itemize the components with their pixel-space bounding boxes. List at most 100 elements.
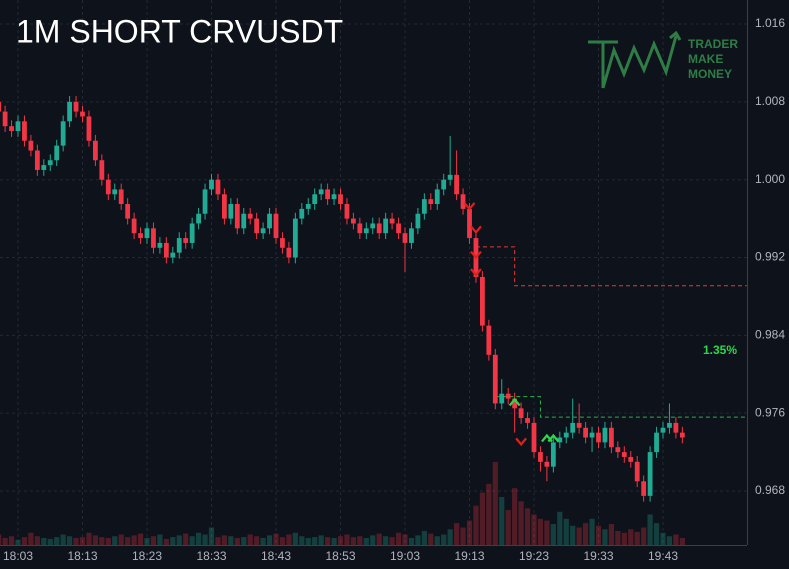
volume-bar — [318, 535, 324, 545]
volume-bar — [73, 538, 79, 545]
y-tick-label: 1.000 — [755, 172, 785, 186]
volume — [0, 462, 685, 545]
candle-body — [363, 228, 369, 234]
volume-bar — [615, 531, 621, 545]
candle-body — [222, 194, 227, 219]
volume-bar — [112, 536, 118, 545]
candle-body — [215, 179, 221, 195]
y-tick-label: 1.008 — [755, 94, 785, 108]
volume-bar — [150, 536, 157, 545]
volume-bar — [402, 534, 408, 545]
levels — [475, 246, 747, 418]
buy-signal — [508, 397, 521, 407]
volume-bar — [466, 520, 473, 545]
x-tick-label: 19:33 — [583, 549, 613, 563]
signals — [463, 202, 560, 447]
candle-body — [641, 481, 647, 496]
candle-body — [544, 461, 550, 467]
candle-body — [47, 160, 53, 166]
volume-bar — [441, 534, 447, 545]
candle-body — [202, 189, 208, 214]
candle-body — [492, 354, 498, 404]
target-line — [495, 396, 747, 418]
sell-signal — [470, 225, 482, 234]
volume-bar — [183, 533, 189, 545]
volume-bar — [299, 536, 305, 545]
candle-body — [460, 194, 466, 209]
volume-bar — [395, 532, 402, 545]
volume-bar — [479, 492, 485, 545]
candle-body — [151, 228, 156, 248]
grid — [0, 0, 747, 545]
volume-bar — [144, 538, 150, 545]
x-tick-label: 18:53 — [325, 549, 355, 563]
volume-bar — [286, 534, 292, 545]
volume-bar — [273, 533, 279, 545]
volume-bar — [266, 535, 273, 545]
candle-body — [518, 408, 524, 419]
x-tick-label: 19:43 — [648, 549, 678, 563]
candle-body — [409, 228, 414, 243]
candle-body — [157, 242, 163, 248]
volume-bar — [34, 536, 40, 545]
candle-body — [247, 213, 253, 219]
candle-body — [86, 116, 92, 141]
candle-body — [41, 165, 47, 170]
volume-bar — [499, 496, 505, 545]
volume-bar — [473, 505, 479, 545]
candle-body — [647, 452, 653, 496]
volume-bar — [292, 532, 298, 545]
candle-body — [241, 213, 247, 229]
candle-body — [434, 189, 440, 205]
volume-bar — [344, 534, 350, 545]
candle-body — [305, 204, 311, 209]
volume-bar — [254, 536, 260, 545]
candle-body — [512, 398, 518, 409]
candle-body — [486, 325, 492, 355]
candle-body — [176, 238, 182, 253]
volume-bar — [608, 524, 614, 545]
volume-bar — [589, 518, 595, 545]
candle-body — [118, 189, 124, 205]
candle-body — [357, 223, 363, 234]
volume-bar — [415, 535, 421, 545]
sell-signal — [463, 202, 476, 211]
volume-bar — [241, 537, 247, 545]
candle-body — [196, 213, 201, 224]
candle-body — [254, 218, 260, 234]
volume-bar — [137, 533, 144, 545]
candle-body — [228, 204, 234, 219]
volume-bar — [125, 537, 131, 545]
candle-body — [0, 101, 2, 112]
volume-bar — [447, 529, 453, 545]
volume-bar — [67, 536, 73, 545]
volume-bar — [389, 537, 395, 545]
volume-bar — [86, 532, 92, 545]
candle-body — [286, 247, 292, 258]
volume-bar — [647, 514, 653, 545]
volume-bar — [492, 462, 498, 545]
volume-bar — [576, 527, 582, 545]
volume-bar — [557, 511, 563, 545]
volume-bar — [215, 537, 221, 545]
candle-body — [679, 432, 685, 438]
candle-body — [654, 432, 659, 453]
candle-body — [163, 242, 169, 258]
volume-bar — [370, 535, 376, 545]
candle-body — [589, 432, 595, 438]
candle-body — [563, 432, 569, 438]
candle-body — [447, 174, 453, 180]
volume-bar — [408, 538, 415, 545]
volume-bar — [363, 538, 369, 545]
candle-body — [667, 422, 672, 428]
candle-body — [525, 418, 530, 423]
volume-bar — [570, 525, 576, 545]
volume-bar — [421, 531, 427, 545]
candle-body — [531, 422, 537, 453]
x-tick-label: 18:03 — [3, 549, 33, 563]
x-tick-label: 19:13 — [454, 549, 484, 563]
volume-bar — [305, 538, 311, 545]
candle-body — [292, 218, 298, 258]
